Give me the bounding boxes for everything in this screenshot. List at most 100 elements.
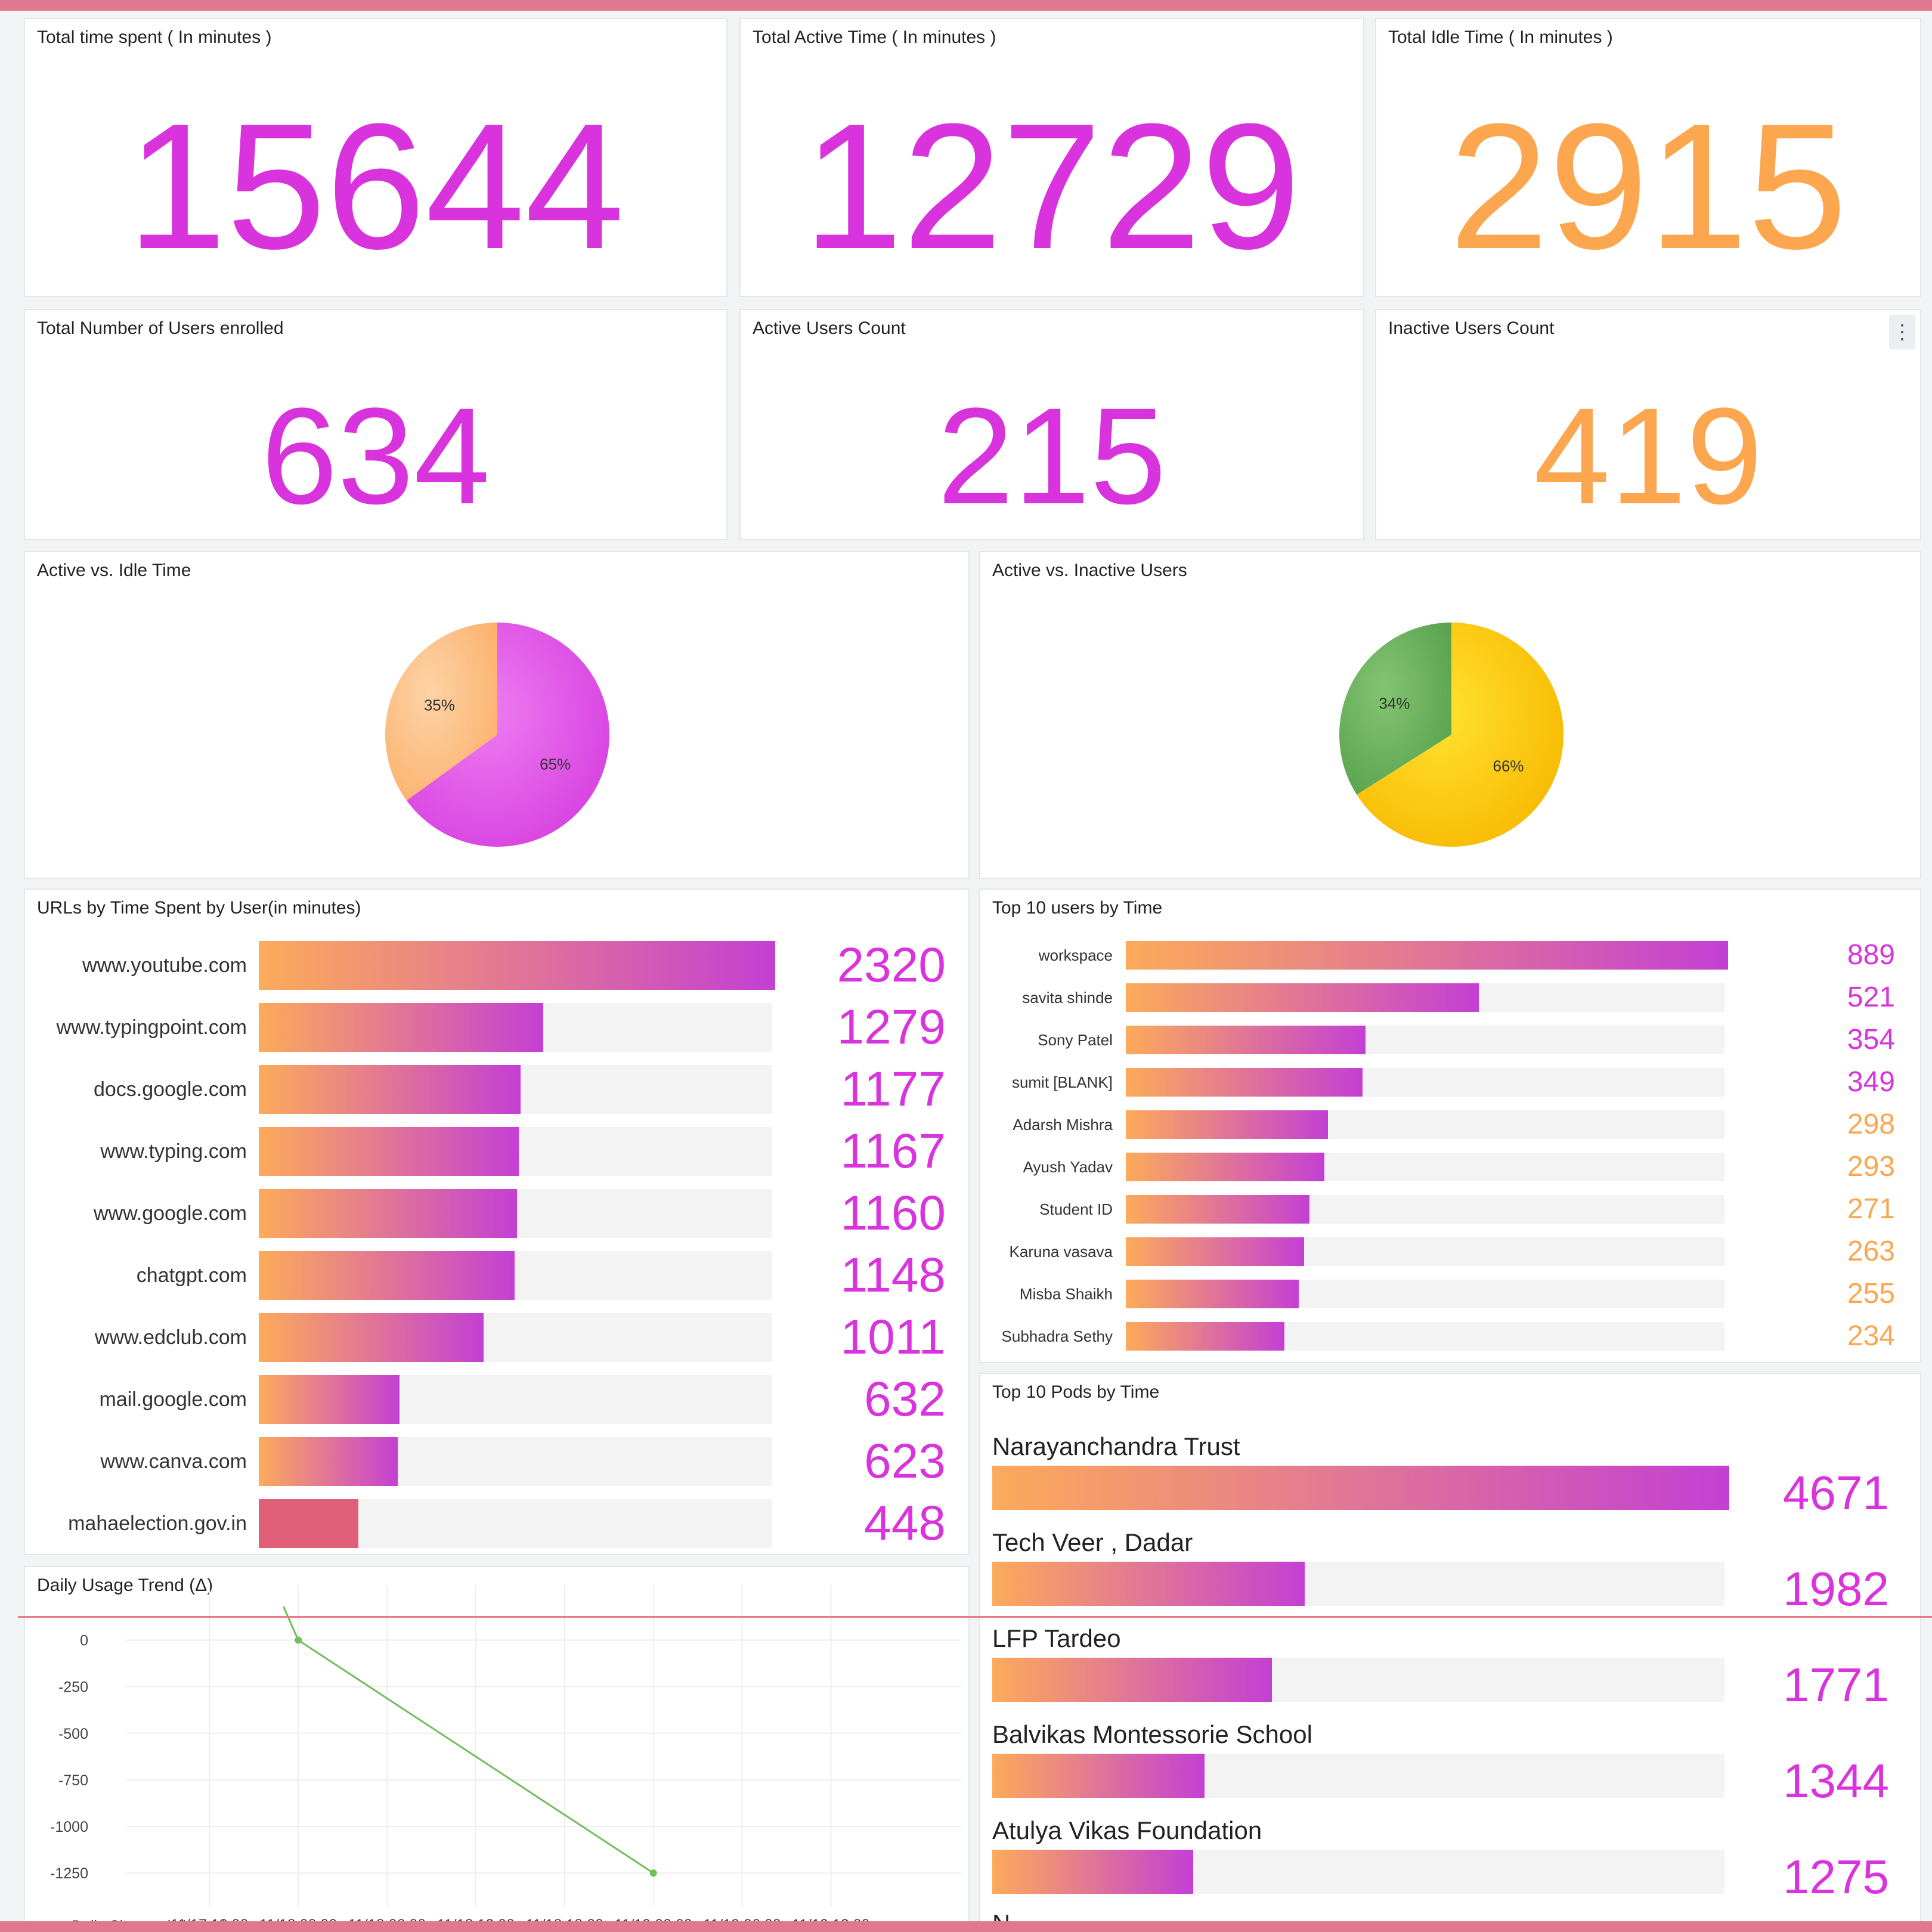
pie-label-active: 34%	[1379, 694, 1410, 712]
bar-row: www.typing.com 1167	[25, 1127, 968, 1176]
bar-fill	[259, 1127, 519, 1176]
pie-label-idle: 35%	[424, 696, 455, 714]
bar-value: 1279	[837, 1000, 946, 1054]
panel-title: Top 10 Pods by Time	[992, 1382, 1160, 1402]
bar-value: 2320	[837, 938, 946, 992]
bar-track	[259, 1189, 772, 1238]
bar-track	[259, 1003, 772, 1052]
bar-row: sumit [BLANK] 349	[980, 1068, 1920, 1097]
bar-track	[992, 1850, 1724, 1894]
bar-fill	[1126, 1322, 1284, 1351]
pod-label: Tech Veer , Dadar	[992, 1528, 1193, 1556]
bar-value: 1344	[1783, 1754, 1889, 1807]
bar-value: 1982	[1783, 1562, 1889, 1615]
bar-track	[1126, 1237, 1724, 1266]
bar-label: Sony Patel	[1038, 1031, 1113, 1049]
bar-fill	[259, 1251, 515, 1300]
pie-slice-idle[interactable]	[385, 623, 497, 801]
bar-fill	[259, 1189, 517, 1238]
bar-value: 623	[864, 1434, 946, 1488]
panel-title: Active Users Count	[753, 318, 906, 338]
bar-track	[259, 1375, 772, 1424]
stat-panel-total-time: Total time spent ( In minutes ) 15644	[24, 18, 727, 297]
y-tick-label: -500	[58, 1726, 88, 1742]
bar-value: 1148	[840, 1248, 946, 1302]
bar-track	[992, 1658, 1724, 1702]
panel-title: Active vs. Idle Time	[37, 561, 191, 580]
bar-row: savita shinde 521	[980, 983, 1920, 1012]
bar-label: Karuna vasava	[1009, 1243, 1113, 1261]
bar-row: docs.google.com 1177	[25, 1065, 968, 1114]
bar-value: 349	[1847, 1066, 1895, 1098]
bar-row: Adarsh Mishra 298	[980, 1110, 1920, 1139]
y-tick-label: -1250	[50, 1865, 88, 1882]
data-point	[295, 1636, 302, 1644]
bar-fill	[1126, 1026, 1366, 1054]
line-panel-daily-trend: Daily Usage Trend (Δ) 0 -250 -500 -750 -1000…	[24, 1566, 970, 1932]
stat-value: 12729	[803, 86, 1301, 286]
panel-title: Total Idle Time ( In minutes )	[1388, 27, 1613, 47]
line-chart-daily-trend: 0-250-500-750-1000-125011/17 18:0011/18 …	[43, 1585, 961, 1931]
bar-value: 889	[1847, 939, 1895, 971]
stat-value: 419	[1534, 379, 1763, 532]
bar-track	[1126, 983, 1724, 1012]
panel-menu-icon[interactable]: ⋮	[1889, 315, 1915, 349]
bar-value: 255	[1847, 1278, 1895, 1309]
panel-title: Active vs. Inactive Users	[992, 561, 1187, 580]
pie-slice-active[interactable]	[406, 623, 609, 847]
bar-label: www.edclub.com	[94, 1326, 247, 1349]
bar-fill	[1126, 1153, 1324, 1181]
bottom-accent-bar	[0, 1921, 1932, 1932]
pie-panel-active-idle: Active vs. Idle Time 65% 35%	[24, 551, 970, 879]
y-tick-label: -1000	[50, 1819, 88, 1835]
bar-fill	[1126, 1110, 1328, 1139]
bar-label: mail.google.com	[99, 1388, 247, 1411]
bar-value: 293	[1847, 1151, 1895, 1182]
bar-label: Ayush Yadav	[1023, 1158, 1113, 1176]
bar-value: 271	[1847, 1193, 1895, 1225]
stat-value: 215	[937, 379, 1166, 532]
pod-label: Atulya Vikas Foundation	[992, 1816, 1262, 1844]
bar-row: mahaelection.gov.in 448	[25, 1499, 968, 1548]
bar-fill	[992, 1850, 1194, 1894]
bar-label: Misba Shaikh	[1019, 1285, 1113, 1303]
pie-slice-inactive[interactable]	[1357, 623, 1563, 847]
bar-value: 521	[1847, 982, 1895, 1013]
data-point	[649, 1869, 657, 1877]
bar-track	[992, 1466, 1729, 1510]
panel-title: Total Number of Users enrolled	[37, 318, 284, 338]
bar-panel-top-pods: Top 10 Pods by Time Narayanchandra Trust…	[979, 1373, 1921, 1932]
stat-value: 634	[261, 379, 490, 532]
bar-track	[1126, 1068, 1724, 1097]
bar-row: www.youtube.com 2320	[25, 941, 968, 990]
bar-track	[259, 1499, 772, 1548]
bar-row: workspace 889	[980, 941, 1920, 970]
bar-row: Subhadra Sethy 234	[980, 1322, 1920, 1351]
bar-fill	[259, 1437, 398, 1486]
bar-value: 234	[1847, 1320, 1895, 1352]
bar-track	[1126, 1195, 1724, 1224]
bar-row: Sony Patel 354	[980, 1026, 1920, 1054]
bar-value: 1011	[840, 1310, 946, 1364]
bar-fill	[259, 1313, 484, 1362]
panel-title: Total time spent ( In minutes )	[37, 27, 272, 47]
bar-value: 632	[864, 1372, 946, 1426]
y-tick-label: -250	[58, 1679, 88, 1696]
bar-value: 1160	[840, 1186, 946, 1240]
bar-label: chatgpt.com	[136, 1264, 247, 1287]
bar-row: chatgpt.com 1148	[25, 1251, 968, 1300]
bar-label: Subhadra Sethy	[1001, 1327, 1113, 1345]
bar-label: www.typingpoint.com	[56, 1016, 247, 1039]
bar-value: 1177	[840, 1062, 946, 1116]
bar-fill	[992, 1466, 1729, 1510]
bar-track	[992, 1754, 1724, 1798]
bar-track	[992, 1562, 1724, 1606]
top-accent-bar	[0, 0, 1932, 11]
pie-label-active: 65%	[540, 756, 571, 773]
bar-row: Ayush Yadav 293	[980, 1153, 1920, 1181]
pie-slice-active[interactable]	[1339, 623, 1451, 795]
bar-row: Student ID 271	[980, 1195, 1920, 1224]
bar-track	[1126, 1322, 1724, 1351]
bar-row: Karuna vasava 263	[980, 1237, 1920, 1266]
pod-label: LFP Tardeo	[992, 1624, 1121, 1652]
